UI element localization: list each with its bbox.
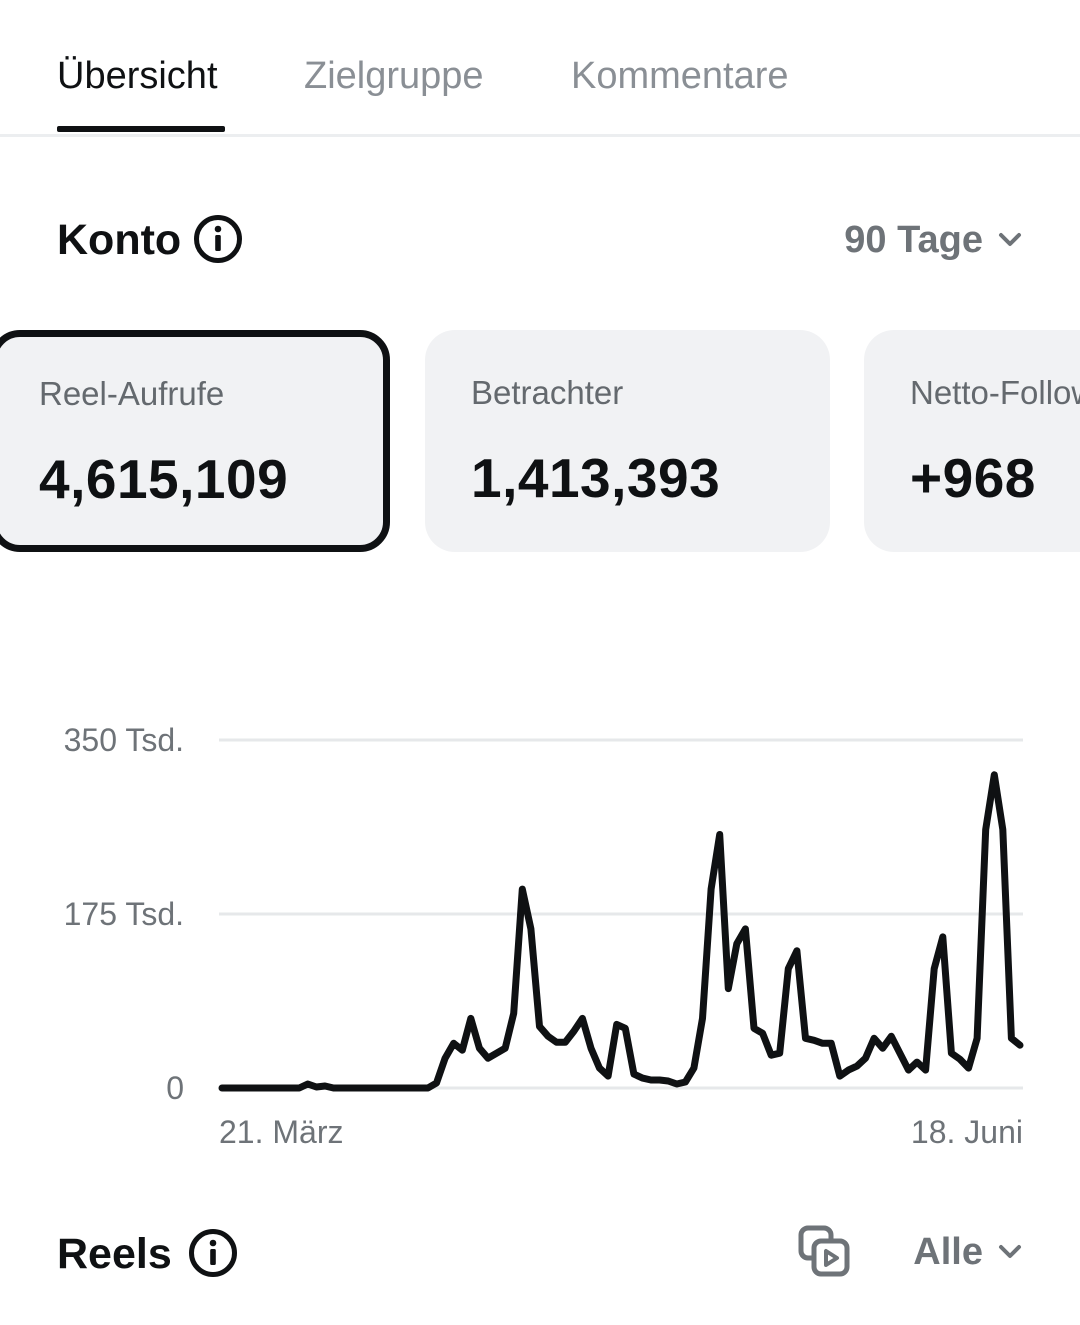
- chevron-down-icon: [999, 1245, 1021, 1258]
- active-tab-indicator: [57, 126, 225, 132]
- info-icon[interactable]: [193, 214, 243, 264]
- series-line: [218, 771, 1024, 1092]
- y-tick-label: 0: [166, 1070, 184, 1106]
- metric-value: +968: [910, 447, 1036, 509]
- period-dropdown[interactable]: 90 Tage: [844, 216, 1023, 264]
- metric-label: Reel-Aufrufe: [39, 375, 225, 412]
- filter-label: Alle: [913, 1230, 983, 1273]
- tab-overview[interactable]: Übersicht: [57, 55, 218, 97]
- tab-bar: Übersicht Zielgruppe Kommentare: [0, 0, 1080, 137]
- metric-value: 1,413,393: [471, 447, 721, 509]
- tab-audience[interactable]: Zielgruppe: [304, 55, 484, 97]
- metric-value: 4,615,109: [39, 448, 289, 510]
- x-tick-end: 18. Juni: [911, 1114, 1023, 1150]
- period-label: 90 Tage: [844, 219, 983, 261]
- reels-stack-icon[interactable]: [797, 1224, 853, 1280]
- y-tick-label: 350 Tsd.: [64, 722, 184, 758]
- reels-title: Reels: [57, 1230, 172, 1278]
- chevron-down-icon: [999, 233, 1021, 246]
- tab-comments[interactable]: Kommentare: [571, 55, 789, 97]
- metric-label: Netto-Follower: [910, 374, 1080, 411]
- metric-label: Betrachter: [471, 374, 624, 411]
- info-icon[interactable]: [188, 1228, 238, 1278]
- metric-card-viewers[interactable]: Betrachter 1,413,393: [425, 330, 830, 552]
- reels-filter-dropdown[interactable]: Alle: [913, 1231, 1023, 1274]
- metric-card-reel-views[interactable]: Reel-Aufrufe 4,615,109: [0, 330, 390, 552]
- x-tick-start: 21. März: [219, 1114, 343, 1150]
- metric-card-net-followers[interactable]: Netto-Follower +968: [864, 330, 1080, 552]
- reel-views-chart: 0 175 Tsd. 350 Tsd. 21. März 18. Juni: [64, 722, 1024, 1150]
- reels-controls: Alle: [797, 1224, 1023, 1280]
- y-tick-label: 175 Tsd.: [64, 896, 184, 932]
- account-title: Konto: [57, 216, 182, 264]
